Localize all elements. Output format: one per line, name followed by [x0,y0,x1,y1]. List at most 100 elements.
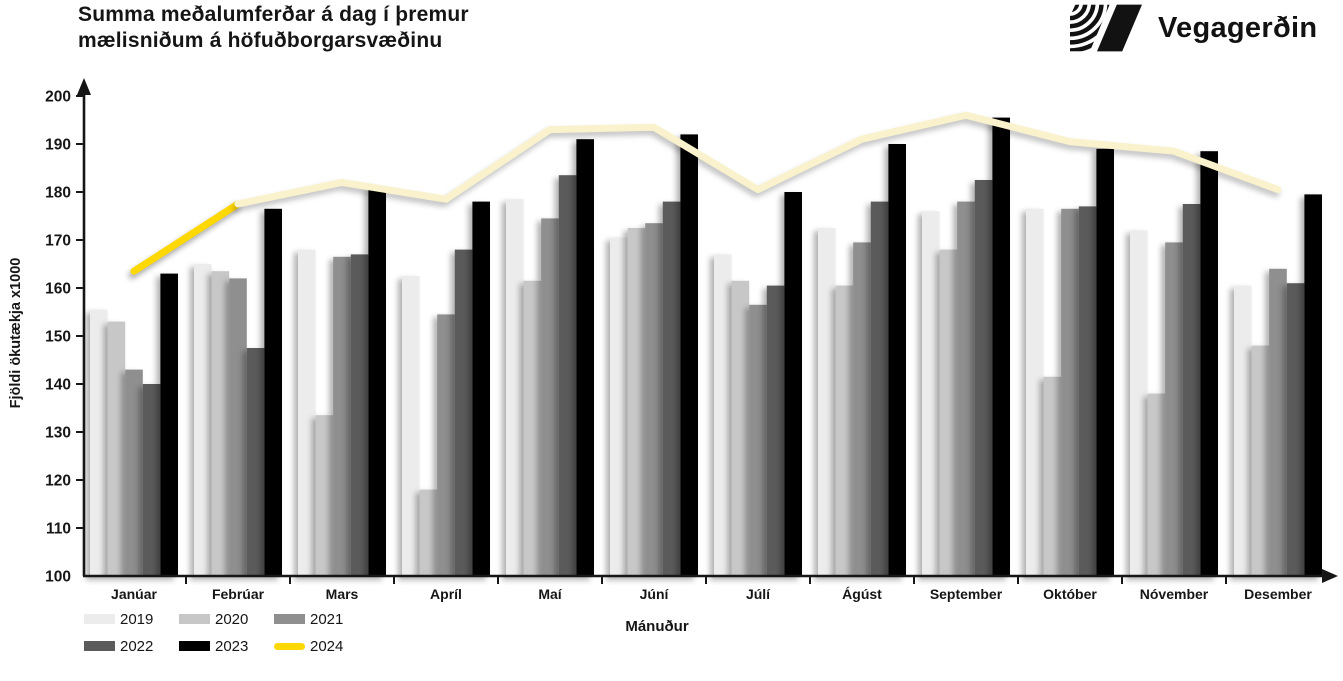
legend-label-2019: 2019 [120,610,154,628]
month-label-Febrúar: Febrúar [212,586,265,602]
bars [90,117,1322,578]
legend: 2019 2020 2021 2022 2023 2024 [84,610,369,655]
bar-2019-Ágúst [818,228,836,577]
bar-2021-Júlí [749,304,767,577]
bar-2021-Mars [333,256,351,577]
legend-label-2021: 2021 [310,610,344,628]
bar-2022-Mars [350,254,369,577]
bar-2019-September [922,211,940,577]
bar-2020-September [939,249,958,577]
bar-2023-Mars [368,187,386,577]
bar-2020-Febrúar [211,271,230,577]
legend-swatch-2023 [179,641,210,651]
month-label-Ágúst: Ágúst [842,586,882,602]
bar-2019-Febrúar [194,264,212,577]
bar-2019-Janúar [90,309,108,577]
y-tick-label-130: 130 [45,425,71,442]
bar-2019-Maí [506,199,524,577]
legend-swatch-2021 [274,614,305,624]
axes [76,78,1338,584]
bar-2020-Júlí [731,280,750,577]
bar-2020-Júní [627,228,646,577]
bar-2022-Ágúst [870,201,889,577]
y-axis-title: Fjöldi ökutækja x1000 [8,257,24,409]
bar-2022-Maí [558,175,577,577]
bar-2021-Október [1061,208,1079,578]
legend-item-2024: 2024 [274,637,369,655]
y-tick-label-160: 160 [45,281,71,298]
month-label-Nóvember: Nóvember [1140,586,1209,602]
bar-2022-Júlí [766,285,785,577]
bar-2019-Október [1026,208,1044,578]
bar-2020-Október [1043,376,1062,577]
x-axis-arrow [1322,569,1338,583]
bar-2023-Ágúst [888,144,906,577]
y-tick-label-190: 190 [45,137,71,154]
bar-2019-Júní [610,237,628,577]
bar-2022-Október [1078,206,1097,577]
bar-2023-Apríl [472,201,490,577]
legend-label-2020: 2020 [215,610,249,628]
title-line-2: mælisniðum á höfuðborgarsvæðinu [78,29,443,52]
vegagerdin-logo-icon [1070,4,1142,52]
bar-2020-Mars [315,415,334,577]
bar-2020-Apríl [419,489,438,577]
month-label-Júní: Júní [640,586,670,602]
bar-2023-Febrúar [264,208,282,578]
y-tick-label-120: 120 [45,473,71,490]
month-label-Desember: Desember [1244,586,1312,602]
legend-item-2021: 2021 [274,610,369,628]
month-label-Maí: Maí [538,586,562,602]
bar-2023-Júní [680,134,698,577]
bar-2022-Janúar [142,384,161,577]
bar-2021-September [957,201,975,577]
legend-swatch-2024 [274,642,305,650]
month-label-Júlí: Júlí [746,586,771,602]
x-axis-title: Mánuður [625,618,689,635]
legend-item-2022: 2022 [84,637,179,655]
bar-2023-Janúar [160,273,178,577]
bar-2019-Mars [298,249,316,577]
bar-2021-Febrúar [229,278,247,577]
bar-2022-Febrúar [246,348,265,577]
pale-overlay-line [234,111,1282,208]
y-tick-label-140: 140 [45,377,71,394]
month-label-Mars: Mars [326,586,359,602]
bar-2023-Maí [576,139,594,577]
vegagerdin-logo: Vegagerðin [1070,4,1317,52]
legend-label-2024: 2024 [310,637,344,655]
bar-2023-Júlí [784,192,802,577]
y-axis-arrow [77,78,91,95]
y-tick-label-200: 200 [45,89,71,106]
title-line-1: Summa meðalumferðar á dag í þremur [78,3,469,26]
month-label-Apríl: Apríl [430,586,462,602]
bar-2022-September [974,180,993,577]
bar-2019-Apríl [402,276,420,577]
y-tick-label-150: 150 [45,329,71,346]
legend-swatch-2020 [179,614,210,624]
bar-2019-Desember [1234,285,1252,577]
bar-2021-Maí [541,218,559,577]
legend-item-2020: 2020 [179,610,274,628]
bar-2021-Ágúst [853,242,871,577]
bar-2021-Apríl [437,314,455,577]
bar-2020-Desember [1251,345,1270,577]
bar-2023-September [992,117,1010,577]
bar-2021-Nóvember [1165,242,1183,577]
month-label-September: September [930,586,1003,602]
y-tick-label-110: 110 [46,521,71,538]
bar-2019-Nóvember [1130,230,1148,577]
chart-title: Summa meðalumferðar á dag í þremur mælis… [78,2,469,54]
bar-2020-Ágúst [835,285,854,577]
legend-swatch-2019 [84,614,115,624]
month-label-Október: Október [1043,586,1097,602]
bar-2020-Maí [523,280,542,577]
month-label-Janúar: Janúar [111,586,157,602]
bar-2019-Júlí [714,254,732,577]
bar-2023-Desember [1304,194,1322,577]
bar-2022-Desember [1286,283,1305,577]
legend-label-2022: 2022 [120,637,154,655]
legend-swatch-2022 [84,641,115,651]
bar-2022-Júní [662,201,681,577]
